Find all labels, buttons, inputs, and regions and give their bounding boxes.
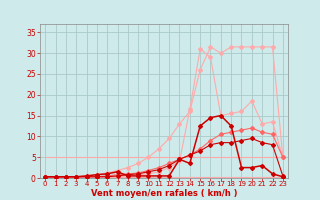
X-axis label: Vent moyen/en rafales ( km/h ): Vent moyen/en rafales ( km/h ) xyxy=(91,189,237,198)
